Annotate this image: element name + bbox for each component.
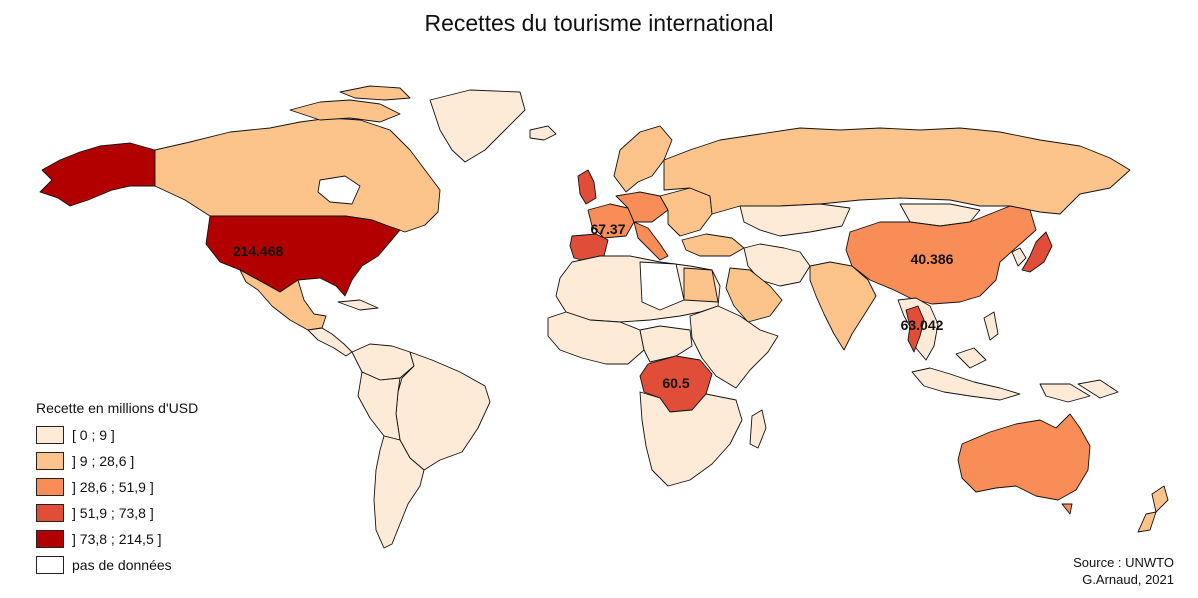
legend-swatch: [36, 530, 64, 548]
region-mexico: [239, 269, 327, 331]
region-canada: [154, 117, 441, 233]
legend-label: pas de données: [72, 557, 172, 573]
region-west-africa: [547, 311, 645, 365]
region-central-africa: [639, 325, 693, 363]
region-eastern-europe: [659, 187, 713, 237]
region-indonesia: [911, 367, 1021, 401]
region-papua: [1077, 379, 1119, 399]
region-australia: [957, 413, 1091, 501]
region-madagascar: [749, 409, 767, 449]
legend-item: ] 9 ; 28,6 ]: [36, 448, 198, 474]
label-usa: 214.468: [233, 243, 284, 259]
legend-label: ] 51,9 ; 73,8 ]: [72, 505, 154, 521]
region-turkey: [681, 233, 745, 257]
region-kazakhstan: [739, 203, 851, 237]
region-argentina-chile: [373, 435, 425, 549]
region-france: [587, 203, 635, 239]
region-italy: [633, 221, 669, 261]
author-line: G.Arnaud, 2021: [1082, 572, 1174, 587]
legend-label: [ 0 ; 9 ]: [72, 427, 115, 443]
region-alaska: [39, 142, 156, 207]
region-uk: [577, 169, 597, 205]
map-title: Recettes du tourisme international: [424, 10, 774, 36]
region-east-africa: [689, 305, 779, 389]
region-libya: [639, 261, 685, 311]
legend-swatch: [36, 556, 64, 574]
legend: Recette en millions d'USD [ 0 ; 9 ] ] 9 …: [36, 400, 198, 578]
region-greenland: [429, 89, 526, 163]
legend-item: ] 28,6 ; 51,9 ]: [36, 474, 198, 500]
source-line: Source : UNWTO: [1073, 555, 1174, 570]
legend-swatch: [36, 478, 64, 496]
region-thailand: [905, 305, 925, 353]
label-drc: 60.5: [662, 375, 689, 391]
legend-title: Recette en millions d'USD: [36, 400, 199, 416]
legend-swatch: [36, 504, 64, 522]
region-brazil: [395, 351, 491, 471]
label-spain: 67.37: [590, 221, 625, 237]
legend-label: ] 28,6 ; 51,9 ]: [72, 479, 154, 495]
region-arctic-islands: [289, 99, 401, 123]
label-china: 40.386: [911, 251, 954, 267]
legend-item: ] 51,9 ; 73,8 ]: [36, 500, 198, 526]
label-thailand: 63.042: [901, 317, 944, 333]
region-egypt: [683, 267, 719, 303]
legend-label: ] 73,8 ; 214,5 ]: [72, 531, 162, 547]
legend-item: ] 73,8 ; 214,5 ]: [36, 526, 198, 552]
legend-swatch: [36, 426, 64, 444]
region-new-zealand: [1151, 485, 1169, 513]
region-china: [845, 205, 1037, 305]
region-germany-central: [615, 191, 669, 223]
source-credit: Source : UNWTO G.Arnaud, 2021: [1073, 554, 1174, 588]
region-peru-bolivia: [357, 371, 401, 441]
legend-label: ] 9 ; 28,6 ]: [72, 453, 135, 469]
legend-item: [ 0 ; 9 ]: [36, 422, 198, 448]
region-japan: [1021, 231, 1053, 273]
legend-swatch: [36, 452, 64, 470]
region-saudi-arabia: [725, 267, 783, 323]
region-russia: [663, 127, 1131, 215]
region-southern-africa: [639, 391, 743, 487]
legend-item: pas de données: [36, 552, 198, 578]
region-central-america: [307, 327, 353, 357]
region-scandinavia: [613, 125, 673, 193]
region-iceland: [529, 125, 557, 141]
